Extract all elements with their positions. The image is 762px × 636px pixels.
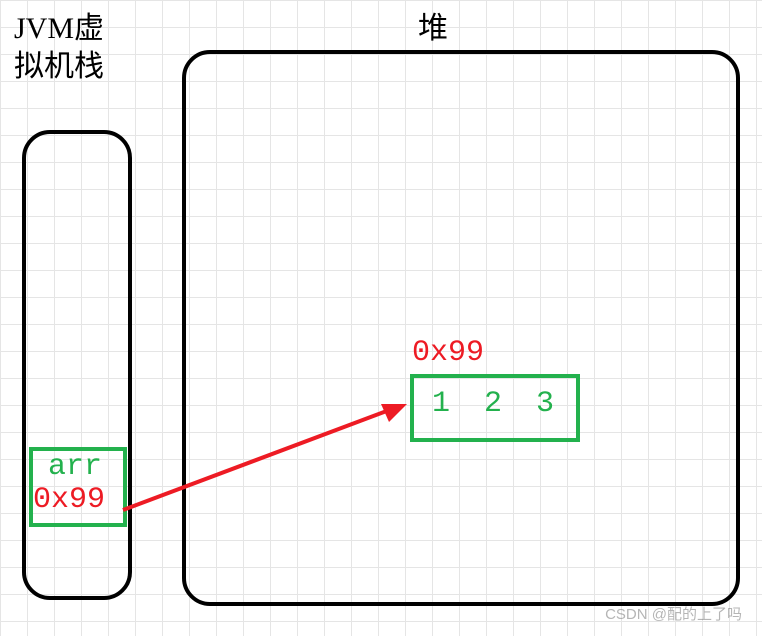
heap-title: 堆 [418,10,448,48]
heap-region [182,50,740,606]
stack-title: JVM虚 拟机栈 [14,10,104,87]
diagram-canvas: JVM虚 拟机栈 堆 arr 0x99 0x99 1 2 3 CSDN @配的上… [0,0,762,636]
stack-variable-address: 0x99 [33,483,105,517]
heap-value-0: 1 [432,387,450,421]
heap-value-2: 3 [536,387,554,421]
heap-value-1: 2 [484,387,502,421]
watermark: CSDN @配的上了吗 [605,603,742,624]
stack-variable-name: arr [48,450,102,484]
heap-object-address: 0x99 [412,336,484,370]
stack-region [22,130,132,600]
